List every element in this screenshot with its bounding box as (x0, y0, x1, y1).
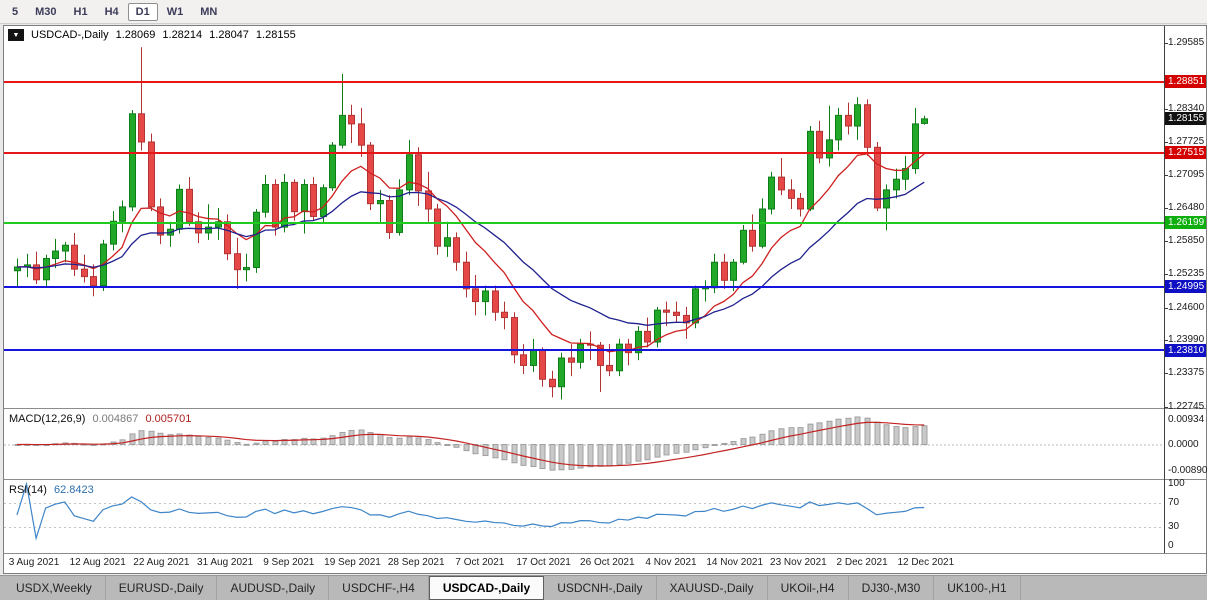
date-axis-label: 12 Aug 2021 (69, 557, 126, 568)
price-axis-label: 1.24600 (1168, 301, 1205, 313)
date-axis-label: 7 Oct 2021 (455, 557, 505, 568)
price-axis-label: 1.27095 (1168, 169, 1205, 181)
hline-price-tag[interactable]: 1.28851 (1165, 75, 1206, 89)
timeframe-button-d1[interactable]: D1 (127, 2, 158, 21)
timeframe-button-w1[interactable]: W1 (166, 5, 184, 18)
ohlc-close-value: 1.28155 (255, 29, 296, 41)
timeframe-button-mn[interactable]: MN (200, 5, 218, 18)
price-axis-label: 1.22745 (1168, 400, 1205, 412)
symbol-tab-bar: USDX,Weekly EURUSD-,Daily AUDUSD-,Daily USD… (0, 575, 1207, 600)
price-axis-label: 1.29585 (1168, 36, 1205, 48)
hline-price-tag[interactable]: 1.24995 (1165, 280, 1206, 294)
date-axis-label: 26 Oct 2021 (580, 557, 635, 568)
price-axis-label: 1.25850 (1168, 235, 1205, 247)
price-axis-label: 1.28340 (1168, 102, 1205, 114)
macd-name: MACD(12,26,9) (9, 413, 86, 425)
symbol-tab-audusd-daily[interactable]: AUDUSD-,Daily (217, 576, 330, 600)
timeframe-button-h4[interactable]: H4 (104, 5, 119, 18)
chart-header: ▼ USDCAD-,Daily 1.28069 1.28214 1.28047 … (8, 29, 296, 41)
macd-signal-value: 0.005701 (145, 413, 192, 425)
date-axis-label: 2 Dec 2021 (836, 557, 888, 568)
chart-menu-icon[interactable]: ▼ (8, 29, 24, 41)
symbol-tab-usdx-weekly[interactable]: USDX,Weekly (3, 576, 106, 600)
chart-window: ▼ USDCAD-,Daily 1.28069 1.28214 1.28047 … (3, 25, 1207, 574)
symbol-tab-eurusd-daily[interactable]: EURUSD-,Daily (106, 576, 218, 600)
symbol-tab-dj30-m30[interactable]: DJ30-,M30 (849, 576, 935, 600)
date-axis-label: 12 Dec 2021 (897, 557, 955, 568)
symbol-tab-usdcnh-daily[interactable]: USDCNH-,Daily (544, 576, 657, 600)
symbol-tab-uk100-h1[interactable]: UK100-,H1 (934, 576, 1021, 600)
date-axis-label: 22 Aug 2021 (133, 557, 190, 568)
macd-axis-label: 0.00934 (1168, 414, 1205, 425)
hline-price-tag[interactable]: 1.23810 (1165, 343, 1206, 357)
date-axis-label: 4 Nov 2021 (645, 557, 697, 568)
symbol-tab-usdcad-daily[interactable]: USDCAD-,Daily (428, 576, 545, 600)
price-axis-label: 1.25235 (1168, 268, 1205, 280)
ohlc-high-value: 1.28214 (162, 29, 203, 41)
date-axis-label: 28 Sep 2021 (387, 557, 445, 568)
date-axis-label: 17 Oct 2021 (516, 557, 571, 568)
ohlc-low-value: 1.28047 (209, 29, 249, 41)
rsi-value: 62.8423 (53, 484, 94, 496)
date-axis-label: 19 Sep 2021 (324, 557, 381, 568)
ohlc-open-value: 1.28069 (115, 29, 156, 41)
timeframe-button-m30[interactable]: M30 (35, 5, 57, 18)
hline-price-tag[interactable]: 1.27515 (1165, 146, 1206, 160)
symbol-tab-usdchf-h4[interactable]: USDCHF-,H4 (329, 576, 429, 600)
symbol-tab-ukoil-h4[interactable]: UKOil-,H4 (768, 576, 849, 600)
price-axis-label: 1.23990 (1168, 334, 1205, 346)
timeframe-button-h1[interactable]: H1 (73, 5, 88, 18)
date-axis-label: 3 Aug 2021 (8, 557, 60, 568)
date-axis-label: 23 Nov 2021 (770, 557, 827, 568)
timeframe-toolbar: 5 M30 H1 H4 D1 W1 MN (0, 0, 1207, 24)
timeframe-button-5[interactable]: 5 (12, 5, 19, 18)
current-price-tag: 1.28155 (1165, 112, 1206, 126)
date-axis-label: 14 Nov 2021 (706, 557, 764, 568)
date-axis-label: 9 Sep 2021 (263, 557, 315, 568)
price-axis-label: 1.27725 (1168, 135, 1205, 147)
rsi-name: RSI(14) (9, 484, 47, 496)
macd-panel-label: MACD(12,26,9) 0.004867 0.005701 (9, 413, 195, 425)
macd-axis-label: -0.00890 (1168, 465, 1207, 476)
price-axis-label: 1.26480 (1168, 201, 1205, 213)
rsi-panel-label: RSI(14) 62.8423 (9, 484, 98, 496)
rsi-axis-label: 100 (1168, 478, 1185, 489)
price-chart-canvas[interactable] (4, 26, 1206, 573)
date-axis-label: 31 Aug 2021 (197, 557, 254, 568)
symbol-tab-xauusd-daily[interactable]: XAUUSD-,Daily (657, 576, 768, 600)
chart-symbol-label: USDCAD-,Daily (31, 29, 109, 41)
rsi-axis-label: 30 (1168, 521, 1180, 533)
hline-price-tag[interactable]: 1.26199 (1165, 216, 1206, 230)
macd-value: 0.004867 (92, 413, 139, 425)
rsi-axis-label: 0 (1168, 540, 1174, 551)
price-axis-label: 1.23375 (1168, 367, 1205, 379)
rsi-axis-label: 70 (1168, 496, 1180, 508)
macd-axis-label: 0.0000 (1168, 438, 1199, 450)
